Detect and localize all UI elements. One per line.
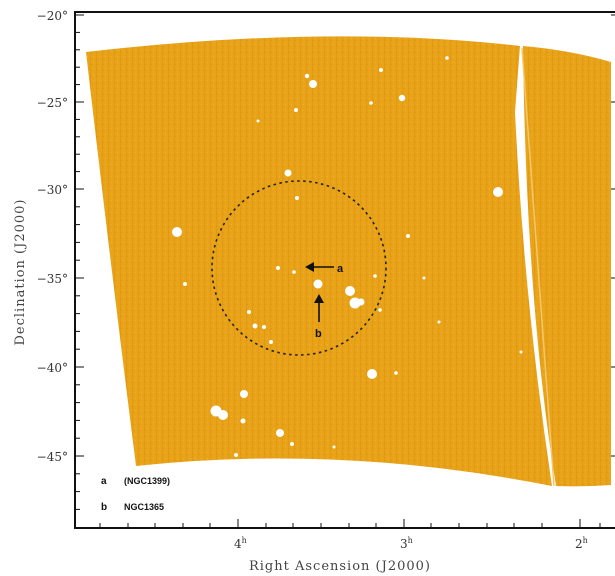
annotation-a: a	[305, 262, 344, 275]
annotation-b-label: b	[315, 328, 322, 340]
y-tick-labels: −20° −25° −30° −35° −40° −45°	[37, 9, 68, 464]
y-tick-label: −30°	[37, 183, 68, 197]
legend-a-letter: a	[101, 476, 107, 487]
x-tick-label: 3h	[400, 536, 413, 551]
y-tick-label: −20°	[37, 9, 68, 23]
x-tick-labels: 4h 3h 2h	[234, 536, 588, 551]
x-tick-label: 4h	[234, 536, 247, 551]
footprint-seam	[521, 47, 555, 487]
annotation-b: b	[314, 294, 324, 340]
survey-footprint-right-strip	[523, 46, 611, 487]
fornax-region-circle	[211, 180, 387, 356]
annotation-a-label: a	[337, 263, 344, 275]
y-tick-label: −45°	[37, 450, 68, 464]
plot-frame	[74, 11, 615, 529]
y-tick-label: −25°	[37, 96, 68, 110]
legend-b-text: NGC1365	[124, 502, 164, 512]
x-tick-label: 2h	[575, 536, 588, 551]
x-axis-title: Right Ascension (J2000)	[249, 559, 431, 574]
y-tick-label: −35°	[37, 272, 68, 286]
y-axis-title: Declination (J2000)	[13, 199, 28, 346]
radio-sources	[172, 56, 523, 457]
legend-b-letter: b	[101, 502, 107, 513]
legend: a (NGC1399) b NGC1365	[101, 476, 170, 513]
legend-a-text: (NGC1399)	[124, 476, 170, 486]
survey-footprint	[86, 36, 552, 486]
tick-marks	[75, 14, 615, 528]
y-tick-label: −40°	[37, 361, 68, 375]
